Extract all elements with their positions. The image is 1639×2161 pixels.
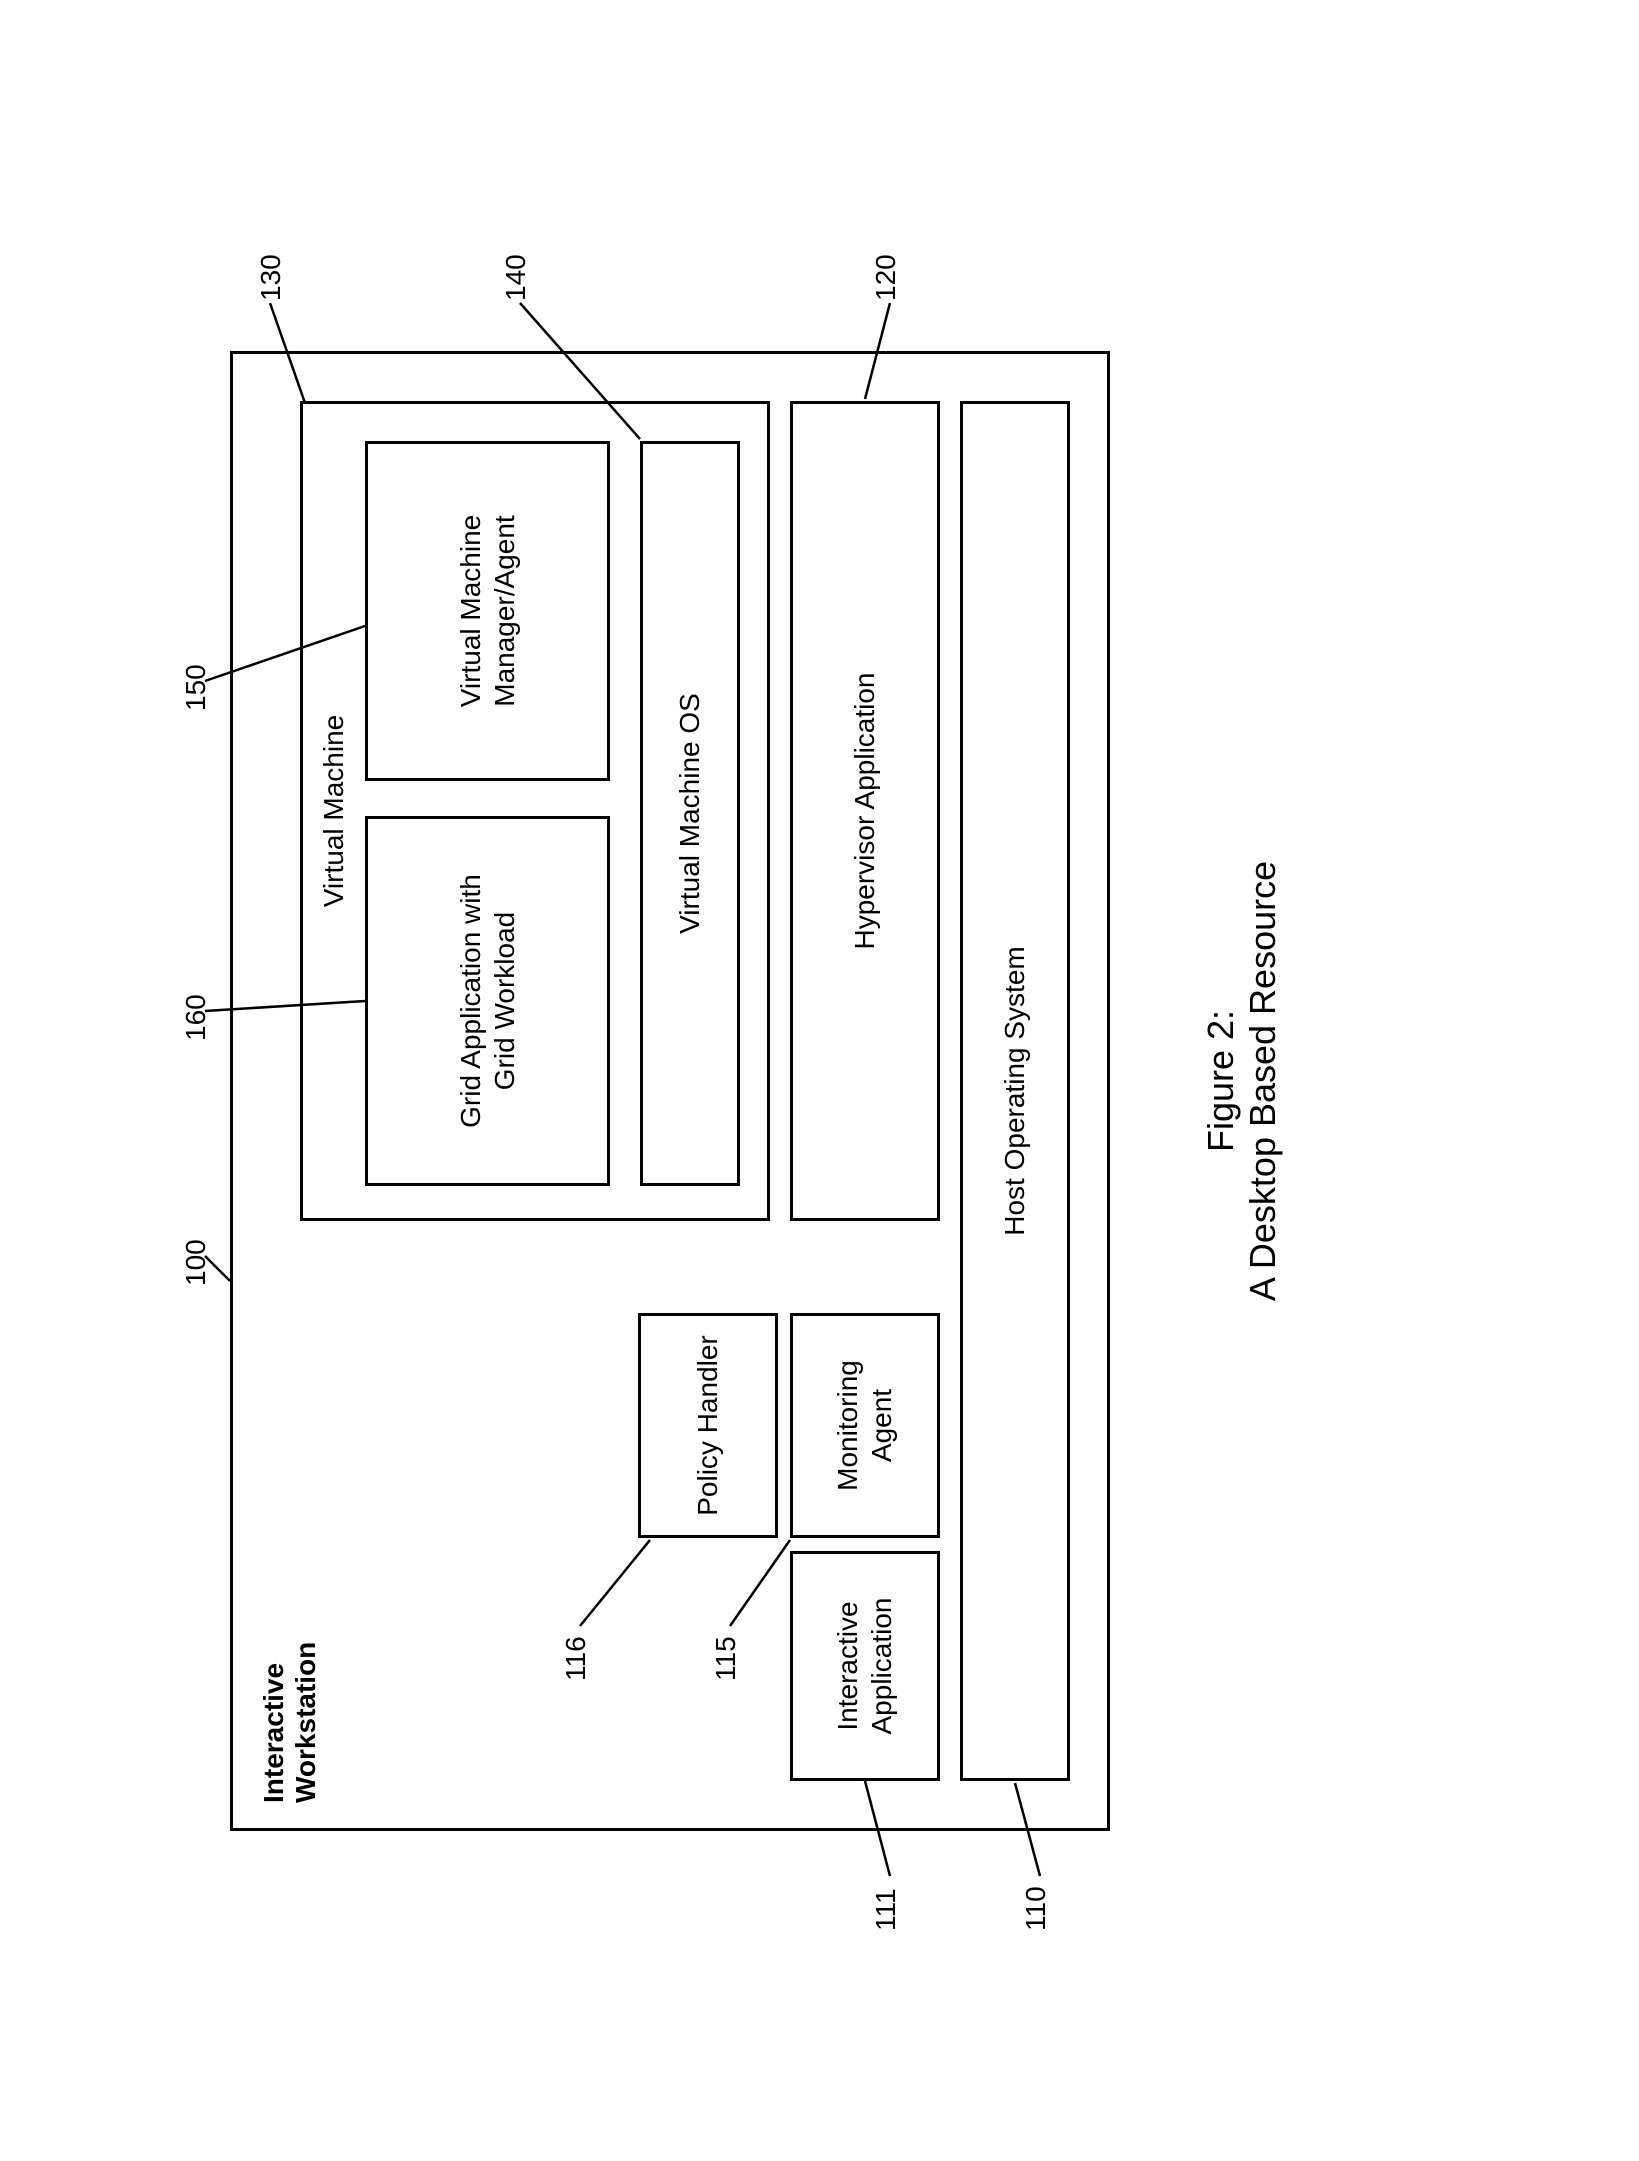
grid-app-label: Grid Application with Grid Workload: [453, 874, 520, 1128]
diagram-canvas: Interactive Workstation Host Operating S…: [170, 181, 1470, 1981]
box-vm-manager: Virtual Machine Manager/Agent: [365, 441, 610, 781]
ref-116: 116: [560, 1636, 592, 1681]
box-host-os: Host Operating System: [960, 401, 1070, 1781]
ref-150: 150: [180, 664, 212, 711]
vm-os-label: Virtual Machine OS: [673, 693, 707, 934]
caption-line2: A Desktop Based Resource: [1242, 860, 1283, 1300]
box-hypervisor: Hypervisor Application: [790, 401, 940, 1221]
ref-160: 160: [180, 994, 212, 1041]
ref-100: 100: [180, 1239, 212, 1286]
ref-111: 111: [870, 1888, 902, 1931]
host-os-label: Host Operating System: [998, 946, 1032, 1235]
ref-130: 130: [255, 254, 287, 301]
hypervisor-label: Hypervisor Application: [848, 672, 882, 949]
ref-115: 115: [710, 1636, 742, 1681]
box-grid-app: Grid Application with Grid Workload: [365, 816, 610, 1186]
box-vm-os: Virtual Machine OS: [640, 441, 740, 1186]
box-monitoring-agent: Monitoring Agent: [790, 1313, 940, 1538]
figure-caption: Figure 2: A Desktop Based Resource: [1200, 181, 1284, 1981]
ref-110: 110: [1020, 1886, 1052, 1931]
ref-140: 140: [500, 254, 532, 301]
box-policy-handler: Policy Handler: [638, 1313, 778, 1538]
box-interactive-application: Interactive Application: [790, 1551, 940, 1781]
monitoring-agent-label: Monitoring Agent: [831, 1360, 898, 1491]
interactive-app-label: Interactive Application: [831, 1597, 898, 1734]
caption-line1: Figure 2:: [1200, 1009, 1241, 1151]
ref-120: 120: [870, 254, 902, 301]
outer-title: Interactive Workstation: [258, 1641, 322, 1802]
policy-handler-label: Policy Handler: [691, 1335, 725, 1516]
vm-manager-label: Virtual Machine Manager/Agent: [453, 514, 520, 706]
virtual-machine-title: Virtual Machine: [318, 404, 350, 1218]
